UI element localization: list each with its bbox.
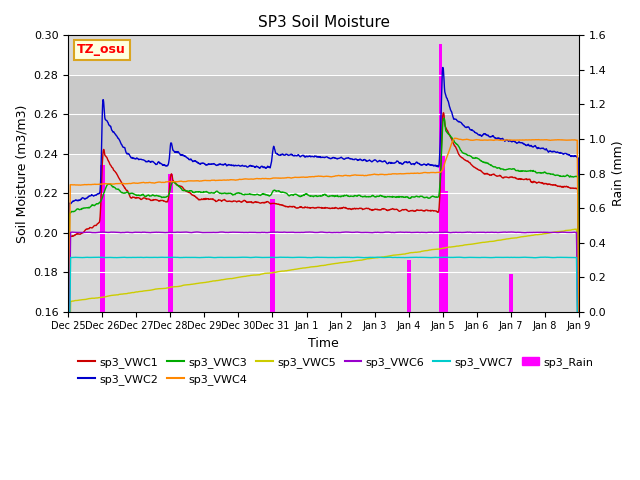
Bar bbox=[442, 156, 443, 312]
Bar bbox=[102, 165, 104, 312]
Bar bbox=[510, 274, 512, 312]
Bar bbox=[409, 260, 410, 312]
Bar bbox=[445, 191, 447, 312]
Bar bbox=[168, 173, 170, 312]
Bar bbox=[445, 191, 447, 312]
Bar bbox=[446, 191, 448, 312]
Bar bbox=[442, 156, 444, 312]
Y-axis label: Rain (mm): Rain (mm) bbox=[612, 141, 625, 206]
Bar bbox=[408, 260, 410, 312]
Bar bbox=[101, 165, 103, 312]
Bar bbox=[406, 260, 408, 312]
Bar bbox=[408, 260, 410, 312]
Legend: sp3_VWC1, sp3_VWC2, sp3_VWC3, sp3_VWC4, sp3_VWC5, sp3_VWC6, sp3_VWC7, sp3_Rain: sp3_VWC1, sp3_VWC2, sp3_VWC3, sp3_VWC4, … bbox=[74, 353, 598, 389]
Y-axis label: Soil Moisture (m3/m3): Soil Moisture (m3/m3) bbox=[15, 104, 28, 243]
Bar bbox=[103, 165, 104, 312]
Bar bbox=[509, 274, 511, 312]
Bar bbox=[410, 260, 412, 312]
Bar bbox=[169, 173, 171, 312]
Bar bbox=[101, 165, 103, 312]
Bar bbox=[170, 173, 172, 312]
Bar bbox=[511, 274, 513, 312]
Bar bbox=[170, 173, 172, 312]
Bar bbox=[102, 165, 104, 312]
Bar bbox=[168, 173, 170, 312]
Bar bbox=[440, 44, 442, 312]
Bar bbox=[170, 173, 172, 312]
Text: TZ_osu: TZ_osu bbox=[77, 43, 126, 56]
Bar bbox=[272, 199, 273, 312]
Bar bbox=[445, 191, 447, 312]
Bar bbox=[271, 199, 273, 312]
Bar bbox=[102, 165, 104, 312]
Bar bbox=[273, 199, 274, 312]
Bar bbox=[169, 173, 171, 312]
Bar bbox=[443, 156, 445, 312]
Bar bbox=[100, 165, 102, 312]
Bar bbox=[509, 274, 511, 312]
Bar bbox=[512, 274, 513, 312]
Bar bbox=[100, 165, 102, 312]
Bar bbox=[171, 173, 172, 312]
Bar bbox=[270, 199, 272, 312]
Bar bbox=[440, 44, 442, 312]
Bar bbox=[511, 274, 513, 312]
Bar bbox=[271, 199, 273, 312]
Bar bbox=[446, 191, 448, 312]
Bar bbox=[445, 191, 446, 312]
Bar bbox=[171, 173, 173, 312]
Bar bbox=[273, 199, 275, 312]
Bar bbox=[442, 156, 444, 312]
Bar bbox=[271, 199, 273, 312]
Bar bbox=[511, 274, 513, 312]
Bar bbox=[407, 260, 409, 312]
Bar bbox=[273, 199, 275, 312]
Bar bbox=[441, 44, 442, 312]
Bar bbox=[272, 199, 274, 312]
Bar bbox=[443, 156, 445, 312]
Bar bbox=[68, 75, 579, 154]
X-axis label: Time: Time bbox=[308, 337, 339, 350]
Bar bbox=[444, 156, 445, 312]
Bar bbox=[509, 274, 511, 312]
Bar bbox=[409, 260, 411, 312]
Bar bbox=[442, 156, 444, 312]
Bar bbox=[408, 260, 410, 312]
Bar bbox=[100, 165, 102, 312]
Bar bbox=[407, 260, 409, 312]
Title: SP3 Soil Moisture: SP3 Soil Moisture bbox=[257, 15, 390, 30]
Bar bbox=[440, 44, 442, 312]
Bar bbox=[439, 44, 441, 312]
Bar bbox=[510, 274, 512, 312]
